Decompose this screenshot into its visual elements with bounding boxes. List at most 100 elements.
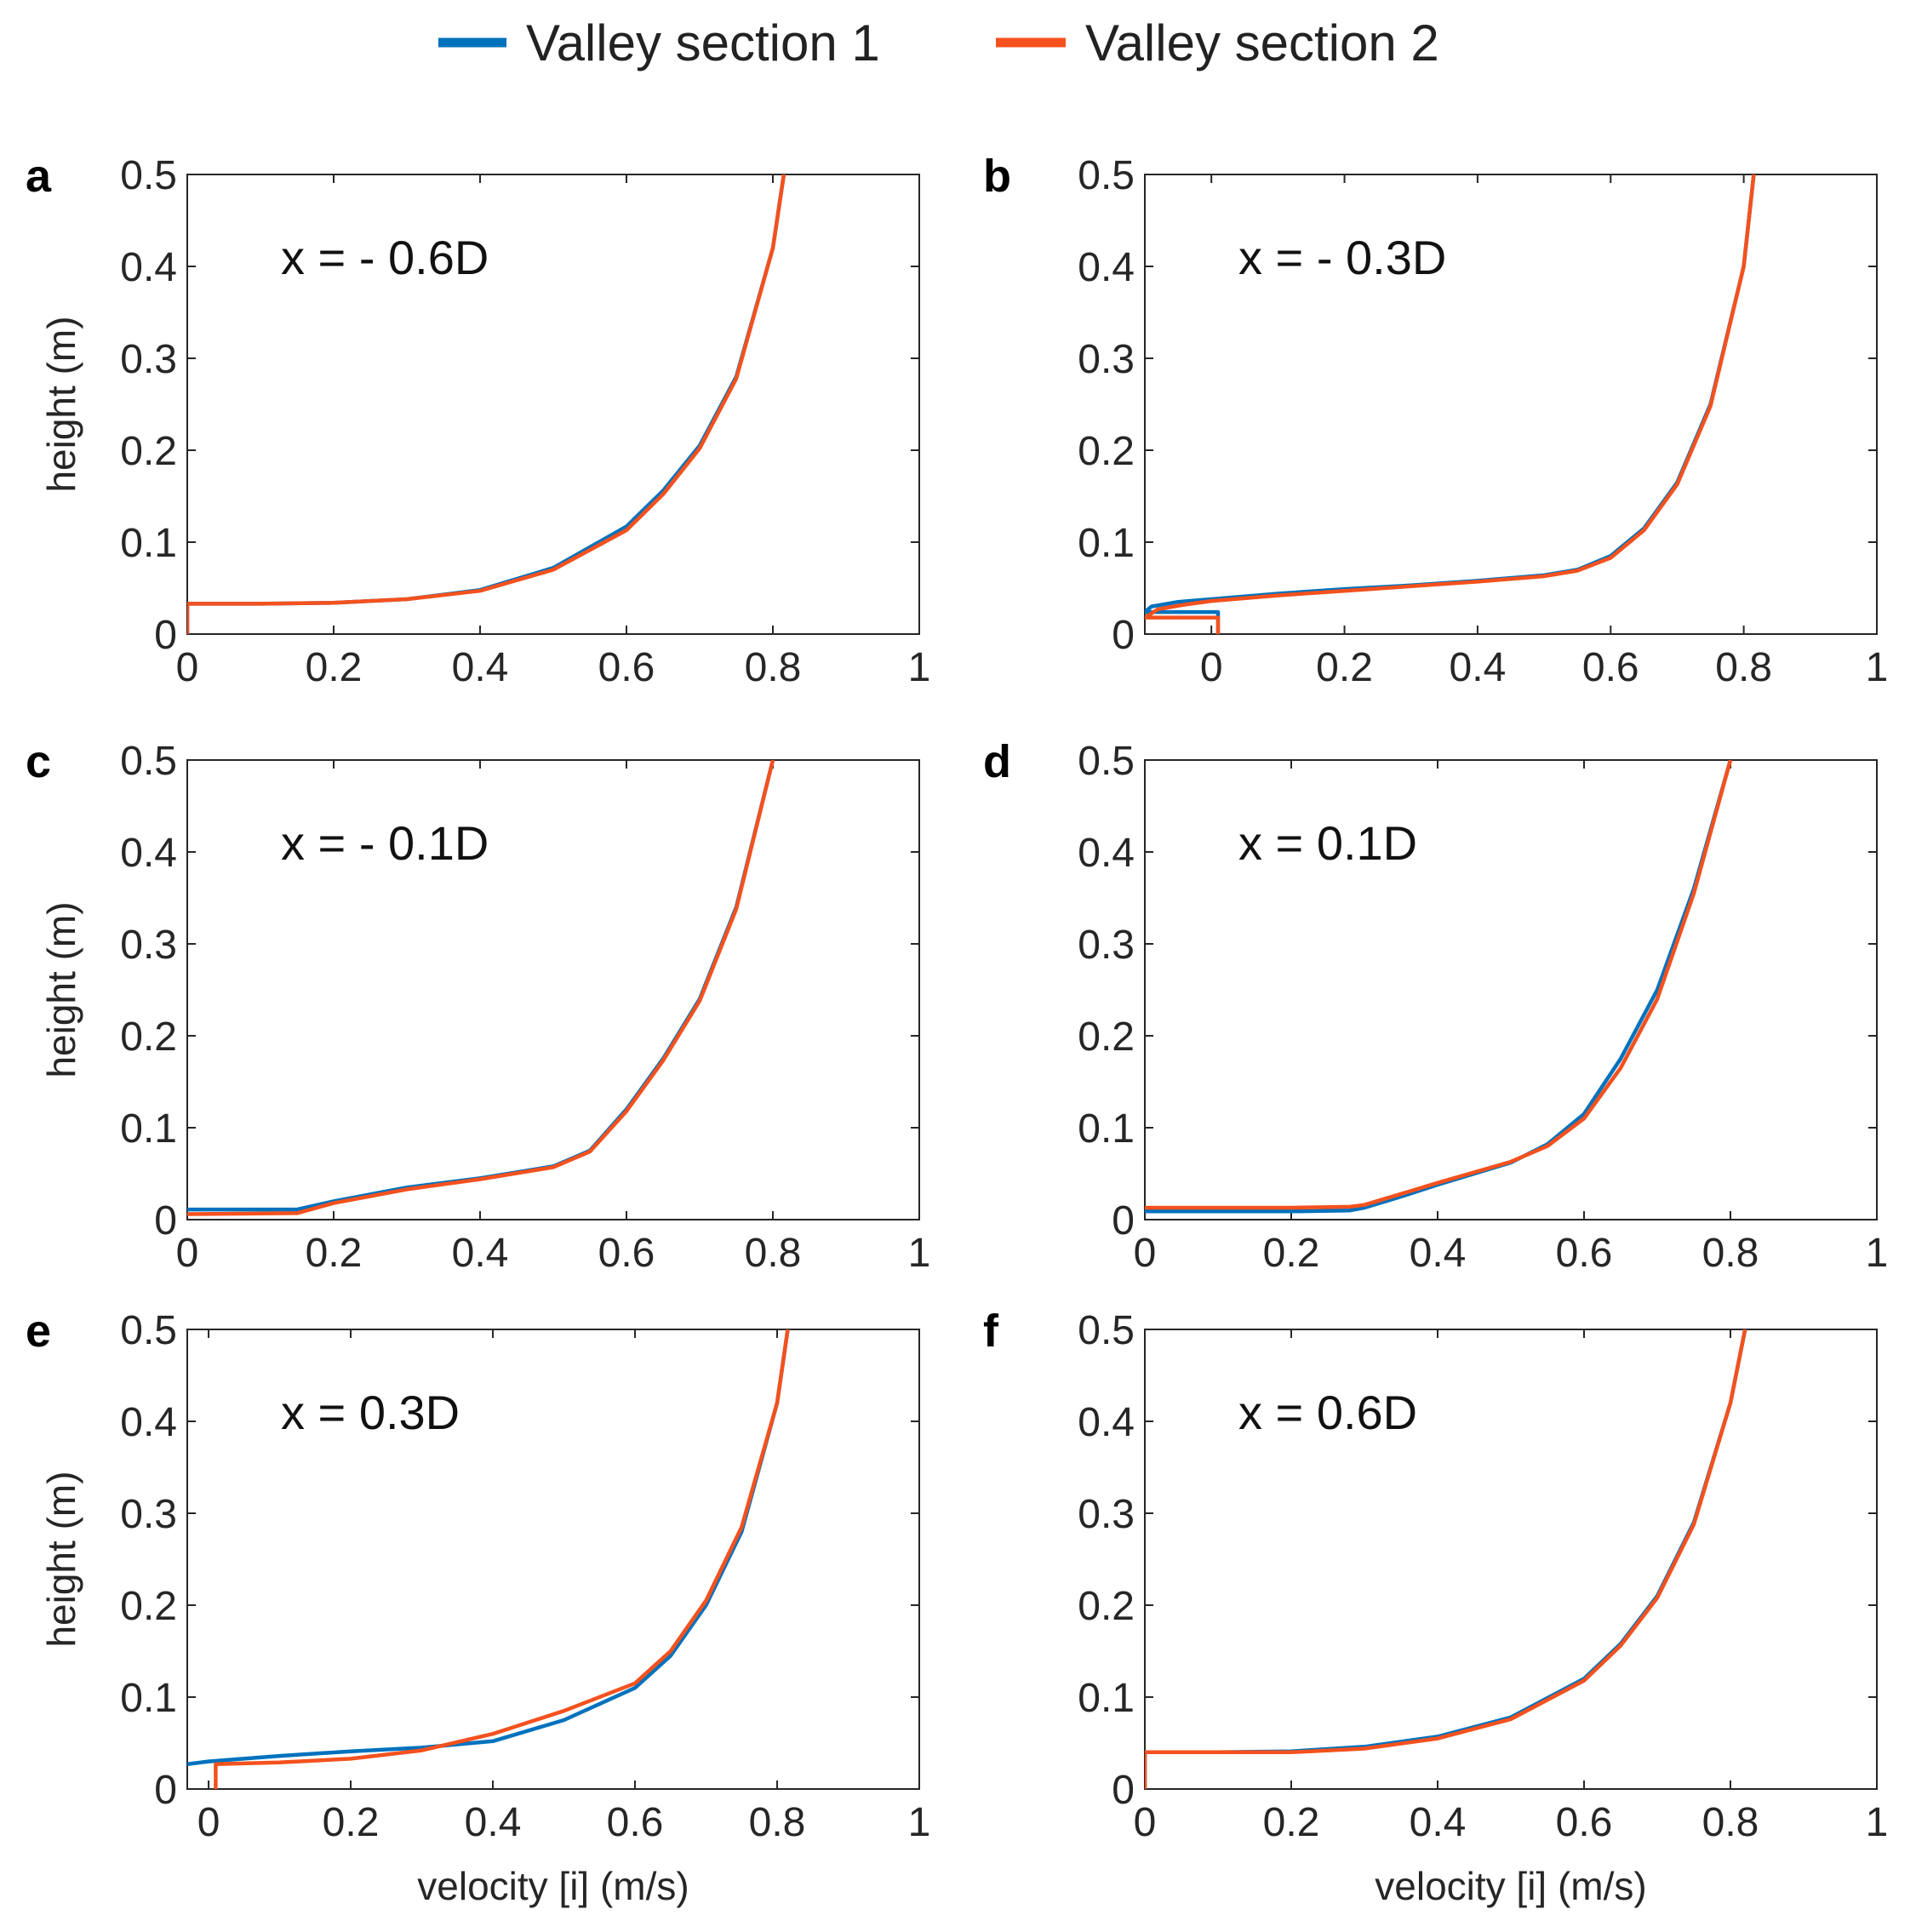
panel-e: 0 0.2 0.4 0.6 0.8 1 0 0.1 0.2 0.3 0.4 0.5 e x = 0.3D h…	[26, 1306, 930, 1908]
y-tick-label: 0.1	[1078, 521, 1135, 566]
series-line-2	[187, 174, 786, 634]
y-tick-label: 0.4	[1078, 831, 1135, 876]
panel-label: e	[26, 1306, 51, 1357]
series-line-1	[187, 1329, 790, 1767]
panel-label: f	[983, 1306, 999, 1357]
y-tick-label: 0.3	[1078, 1492, 1135, 1537]
panel-f: 0 0.2 0.4 0.6 0.8 1 0 0.1 0.2 0.3 0.4 0.5 f x = 0.6D v…	[983, 1306, 1888, 1908]
y-tick-label: 0	[1112, 1768, 1135, 1813]
y-tick-label: 0	[154, 1198, 177, 1243]
axes-frame-b	[1144, 174, 1878, 635]
x-tick-label: 0.4	[452, 1231, 509, 1276]
y-tick-label: 0.1	[120, 1676, 177, 1721]
x-tick-label: 0.2	[1316, 645, 1373, 690]
y-tick-label: 0.2	[1078, 1015, 1135, 1060]
y-tick-label: 0.2	[1078, 1584, 1135, 1629]
y-tick-label: 0.4	[1078, 245, 1135, 290]
panel-label: a	[26, 151, 52, 202]
series-line-1	[1145, 1329, 1747, 1789]
x-tick-label: 0.2	[323, 1800, 380, 1845]
legend-label-2: Valley section 2	[1085, 14, 1439, 71]
x-tick-label: 0	[1134, 1231, 1157, 1276]
y-tick-label: 0.1	[1078, 1106, 1135, 1152]
x-tick-label: 1	[1866, 1231, 1889, 1276]
axes-frame-e	[186, 1329, 920, 1790]
y-tick-label: 0.3	[120, 337, 177, 382]
x-tick-label: 0.8	[745, 645, 802, 690]
x-tick-label: 1	[1866, 645, 1889, 690]
x-tick-label: 0.4	[1450, 645, 1507, 690]
x-tick-label: 1	[1866, 1800, 1889, 1845]
x-axis-title: velocity [i] (m/s)	[1375, 1864, 1646, 1908]
legend-label-1: Valley section 1	[526, 14, 880, 71]
annotation: x = 0.6D	[1238, 1386, 1417, 1439]
x-tick-label: 1	[908, 1231, 931, 1276]
annotation: x = 0.1D	[1238, 816, 1417, 870]
panel-label: b	[983, 151, 1011, 202]
legend: Valley section 1 Valley section 2	[438, 14, 1439, 71]
annotation: x = - 0.3D	[1238, 231, 1446, 284]
x-tick-label: 0.6	[607, 1800, 664, 1845]
y-tick-label: 0.2	[120, 1584, 177, 1629]
y-tick-label: 0	[154, 613, 177, 658]
y-tick-label: 0	[1112, 613, 1135, 658]
y-tick-label: 0.5	[120, 1308, 177, 1353]
x-tick-label: 0.4	[452, 645, 509, 690]
y-tick-label: 0.2	[120, 1015, 177, 1060]
y-axis-title: height (m)	[39, 316, 83, 492]
axes-frame-c	[186, 759, 920, 1220]
series-line-1	[1145, 174, 1756, 634]
panel-label: c	[26, 736, 51, 787]
y-tick-label: 0.4	[120, 1400, 177, 1445]
panels: 0 0.2 0.4 0.6 0.8 1 0 0.1 0.2 0.3 0.4 0.5 a x = - 0.6…	[26, 151, 1888, 1908]
series-line-2	[214, 1329, 790, 1789]
y-axis-title: height (m)	[39, 901, 83, 1077]
x-tick-label: 0	[1134, 1800, 1157, 1845]
y-tick-label: 0.2	[120, 429, 177, 474]
y-tick-label: 0.1	[1078, 1676, 1135, 1721]
y-tick-label: 0.4	[120, 245, 177, 290]
x-tick-label: 1	[908, 645, 931, 690]
x-tick-label: 0.8	[1702, 1800, 1759, 1845]
panel-c: 0 0.2 0.4 0.6 0.8 1 0 0.1 0.2 0.3 0.4 0.5 c x = - 0.1…	[26, 736, 930, 1276]
y-tick-label: 0.3	[120, 1492, 177, 1537]
annotation: x = - 0.1D	[281, 816, 489, 870]
series-line-2	[1145, 1329, 1747, 1789]
y-tick-label: 0.3	[1078, 337, 1135, 382]
panel-label: d	[983, 736, 1011, 787]
x-tick-label: 0	[176, 645, 199, 690]
x-tick-label: 0.4	[1410, 1231, 1467, 1276]
y-axis-title: height (m)	[39, 1471, 83, 1647]
y-tick-label: 0.3	[120, 923, 177, 968]
legend-entry-1: Valley section 1	[438, 14, 880, 71]
x-tick-label: 0.8	[745, 1231, 802, 1276]
series-line-1	[1145, 760, 1733, 1214]
y-tick-label: 0.5	[1078, 739, 1135, 784]
series-line-2	[1145, 760, 1733, 1210]
x-tick-label: 0.8	[1715, 645, 1772, 690]
annotation: x = 0.3D	[281, 1386, 460, 1439]
axes-frame-f	[1144, 1329, 1878, 1790]
x-tick-label: 0.2	[306, 645, 363, 690]
x-tick-label: 0.4	[1410, 1800, 1467, 1845]
x-tick-label: 0	[1200, 645, 1223, 690]
x-tick-label: 0	[176, 1231, 199, 1276]
x-axis-title: velocity [i] (m/s)	[417, 1864, 689, 1908]
panel-a: 0 0.2 0.4 0.6 0.8 1 0 0.1 0.2 0.3 0.4 0.5 a x = - 0.6…	[26, 151, 930, 690]
x-tick-label: 1	[908, 1800, 931, 1845]
y-tick-label: 0.5	[1078, 153, 1135, 198]
x-tick-label: 0.6	[1556, 1231, 1613, 1276]
x-tick-label: 0.6	[598, 1231, 655, 1276]
x-tick-label: 0.4	[465, 1800, 522, 1845]
y-tick-label: 0.1	[120, 521, 177, 566]
y-tick-label: 0.5	[1078, 1308, 1135, 1353]
y-tick-label: 0.3	[1078, 923, 1135, 968]
x-tick-label: 0.2	[1263, 1800, 1320, 1845]
y-tick-label: 0.4	[120, 831, 177, 876]
series-line-2	[187, 760, 775, 1216]
axes-frame-a	[186, 174, 920, 635]
y-tick-label: 0.5	[120, 739, 177, 784]
panel-d: 0 0.2 0.4 0.6 0.8 1 0 0.1 0.2 0.3 0.4 0.5 d x = 0.1D	[983, 736, 1888, 1276]
y-tick-label: 0.1	[120, 1106, 177, 1152]
